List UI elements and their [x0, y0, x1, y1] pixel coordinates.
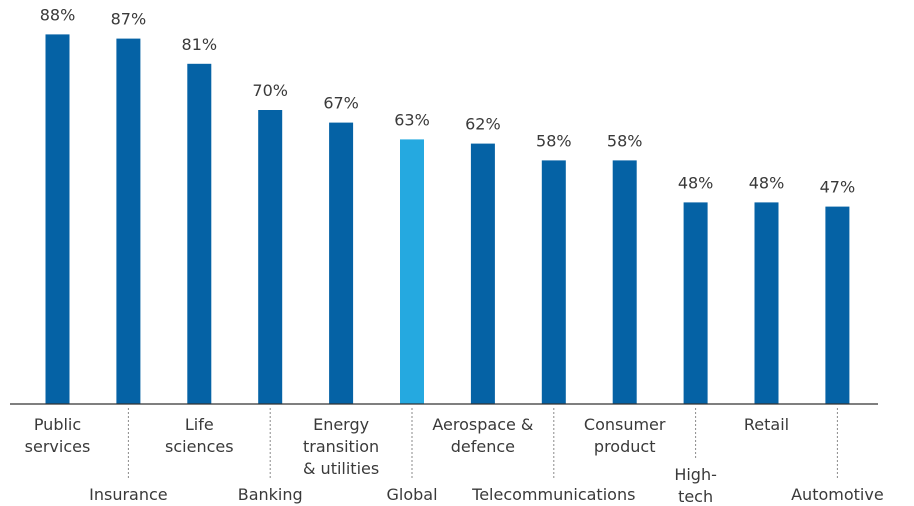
bar-2 — [187, 63, 212, 405]
value-label-11: 47% — [820, 178, 856, 197]
bar-11 — [825, 206, 850, 404]
category-label-2: Life sciences — [165, 415, 234, 456]
value-label-1: 87% — [111, 10, 147, 29]
category-label-7: Telecommunications — [471, 485, 635, 504]
bar-4 — [329, 122, 354, 404]
category-label-6: Aerospace & defence — [432, 415, 533, 456]
bar-6 — [470, 143, 495, 404]
dividers-group — [127, 408, 838, 478]
bar-0 — [45, 34, 70, 405]
bar-5 — [400, 139, 424, 404]
bar-3 — [258, 110, 283, 404]
value-label-0: 88% — [40, 5, 76, 24]
category-label-3: Banking — [238, 485, 303, 504]
bar-10 — [754, 202, 779, 404]
category-label-4: Energy transition & utilities — [303, 415, 379, 478]
category-label-10: Retail — [744, 415, 789, 434]
category-label-5: Global — [386, 485, 437, 504]
category-label-9: High-tech — [674, 465, 717, 506]
category-labels-group: Public services Insurance Life sciences Banki… — [25, 415, 884, 506]
value-label-3: 70% — [252, 81, 288, 100]
bar-9 — [683, 202, 708, 404]
value-label-10: 48% — [749, 173, 785, 192]
bar-7 — [541, 160, 566, 404]
value-label-9: 48% — [678, 173, 714, 192]
category-label-8: Consumer product — [584, 415, 666, 456]
value-label-4: 67% — [323, 94, 359, 113]
value-label-2: 81% — [182, 35, 218, 54]
value-labels-group: 88% 87% 81% 70% 67% 63% 62% 58% 58% 48% 48% 47% — [40, 5, 855, 196]
bar-1 — [116, 38, 141, 404]
bar-8 — [612, 160, 637, 404]
value-label-8: 58% — [607, 131, 643, 150]
value-label-7: 58% — [536, 131, 572, 150]
bars-group — [45, 34, 850, 405]
category-label-11: Automotive — [791, 485, 884, 504]
value-label-6: 62% — [465, 115, 501, 134]
category-label-1: Insurance — [89, 485, 168, 504]
value-label-5: 63% — [394, 110, 430, 129]
category-label-0: Public services — [25, 415, 91, 456]
